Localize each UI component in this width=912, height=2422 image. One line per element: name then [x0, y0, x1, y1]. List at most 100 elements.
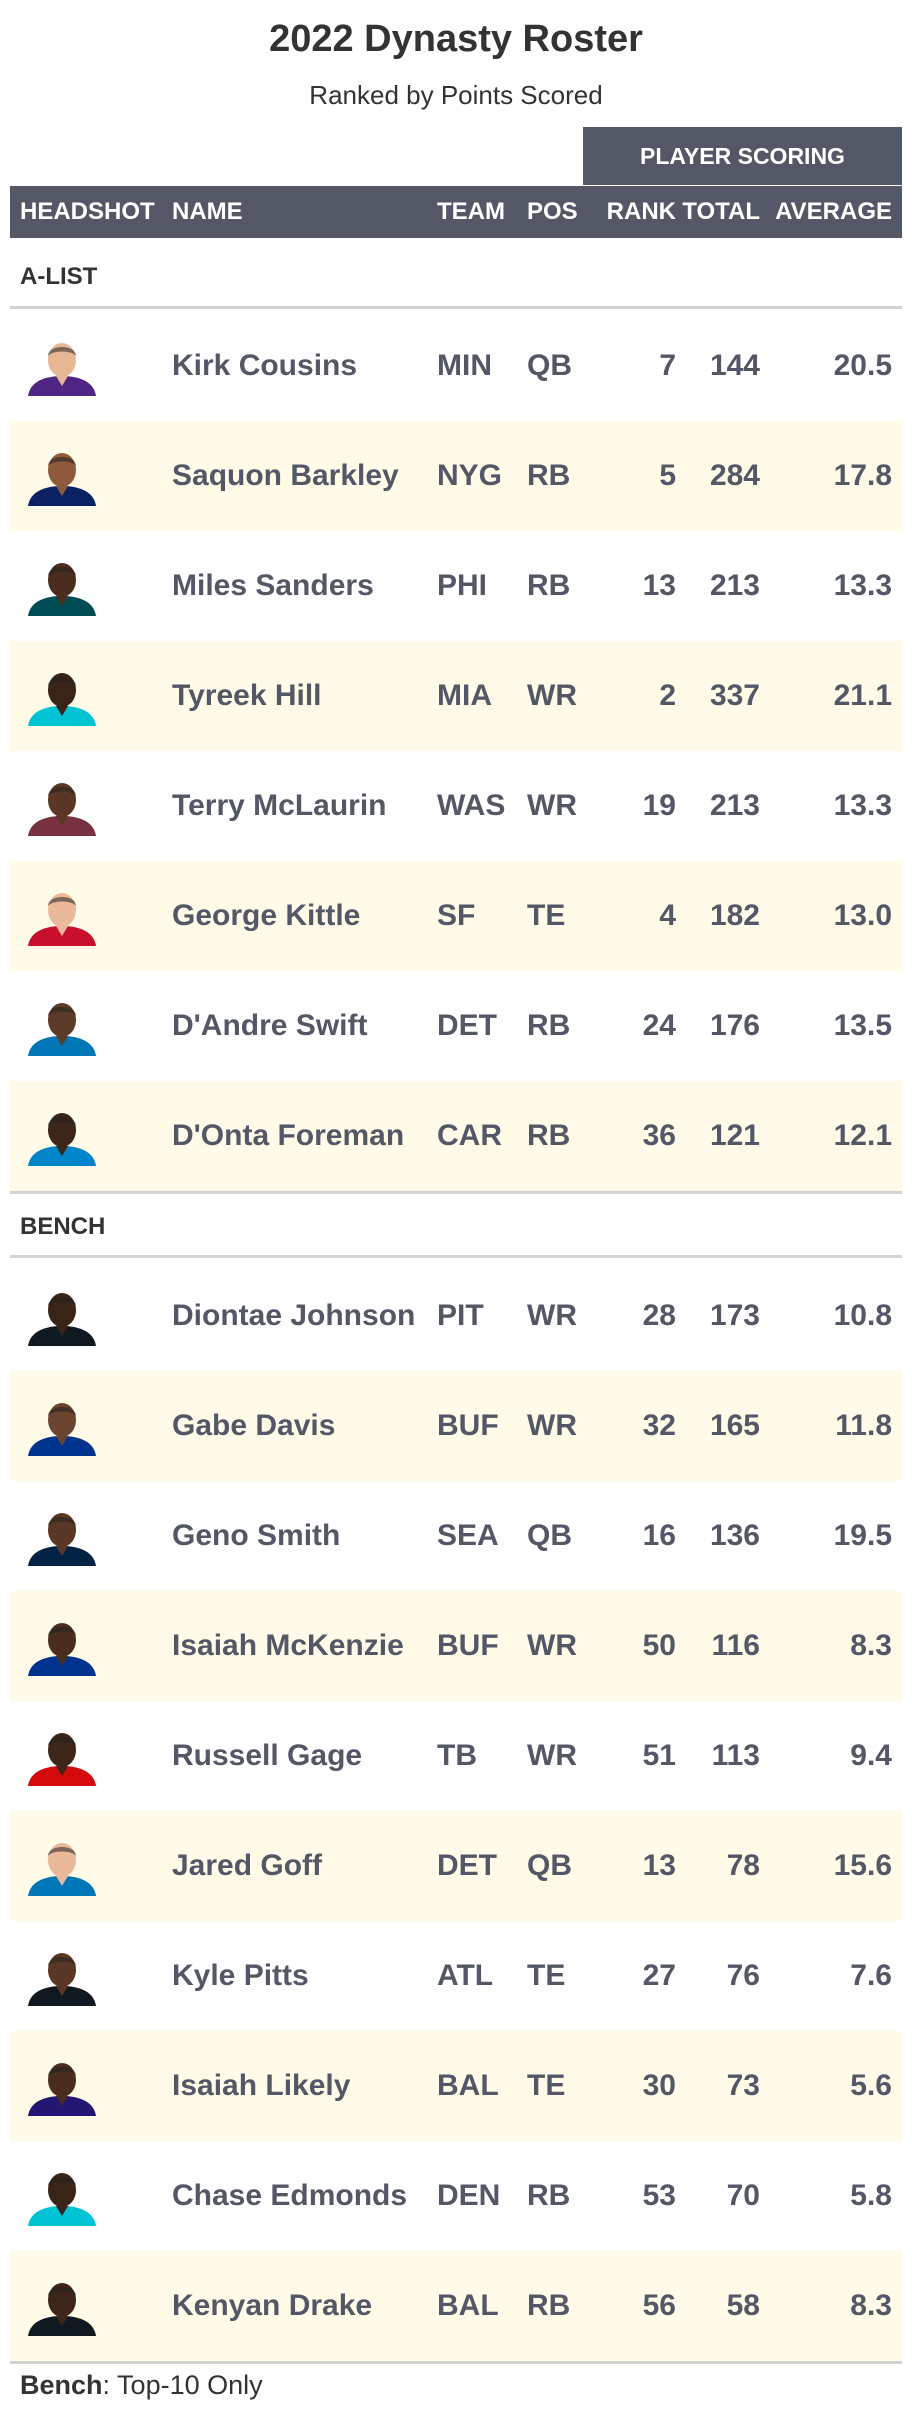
- player-rank: 2: [659, 679, 676, 712]
- table-row: Gabe Davis BUF WR 32 165 11.8: [10, 1371, 902, 1481]
- player-headshot: [26, 888, 98, 946]
- player-average: 13.0: [833, 899, 892, 932]
- table-row: Kirk Cousins MIN QB 7 144 20.5: [10, 311, 902, 421]
- player-average: 12.1: [833, 1119, 892, 1152]
- player-headshot: [26, 2058, 98, 2116]
- table-row: Diontae Johnson PIT WR 28 173 10.8: [10, 1261, 902, 1371]
- player-headshot: [26, 448, 98, 506]
- player-name: Jared Goff: [172, 1849, 323, 1882]
- player-average: 13.3: [833, 789, 892, 822]
- player-total: 165: [709, 1409, 760, 1442]
- column-header-pos: POS: [527, 198, 578, 225]
- player-rank: 28: [642, 1299, 676, 1332]
- footnote-bold: Bench: [20, 2370, 103, 2400]
- player-average: 17.8: [833, 459, 892, 492]
- player-rank: 19: [642, 789, 676, 822]
- player-team: PIT: [437, 1299, 484, 1332]
- player-rank: 4: [659, 899, 676, 932]
- player-name: Kyle Pitts: [172, 1959, 309, 1992]
- player-position: QB: [527, 1519, 572, 1552]
- player-headshot: [26, 1838, 98, 1896]
- player-rank: 27: [642, 1959, 676, 1992]
- player-name: Isaiah Likely: [172, 2069, 351, 2102]
- player-team: WAS: [437, 789, 506, 822]
- player-team: BAL: [437, 2289, 499, 2322]
- player-total: 70: [726, 2179, 760, 2212]
- player-position: TE: [527, 899, 566, 932]
- column-header-total: TOTAL: [682, 198, 760, 225]
- player-name: Isaiah McKenzie: [172, 1629, 404, 1662]
- player-total: 121: [709, 1119, 760, 1152]
- player-team: NYG: [437, 459, 503, 492]
- table-row: Geno Smith SEA QB 16 136 19.5: [10, 1481, 902, 1591]
- table-row: Kenyan Drake BAL RB 56 58 8.3: [10, 2251, 902, 2361]
- table-row: Isaiah McKenzie BUF WR 50 116 8.3: [10, 1591, 902, 1701]
- group-heading: A-LIST: [10, 247, 902, 307]
- player-name: Terry McLaurin: [172, 789, 387, 822]
- player-total: 284: [709, 459, 760, 492]
- player-average: 10.8: [833, 1299, 892, 1332]
- player-rank: 13: [642, 1849, 676, 1882]
- player-total: 113: [711, 1739, 760, 1772]
- player-headshot: [26, 2278, 98, 2336]
- player-team: SEA: [437, 1519, 499, 1552]
- table-row: Russell Gage TB WR 51 113 9.4: [10, 1701, 902, 1811]
- player-average: 5.6: [850, 2069, 892, 2102]
- player-total: 182: [709, 899, 760, 932]
- player-position: WR: [527, 1739, 577, 1772]
- player-team: ATL: [437, 1959, 494, 1992]
- player-total: 176: [709, 1009, 760, 1042]
- player-name: Tyreek Hill: [172, 679, 322, 712]
- player-headshot: [26, 778, 98, 836]
- player-team: PHI: [437, 569, 488, 602]
- player-headshot: [26, 1108, 98, 1166]
- table-row: George Kittle SF TE 4 182 13.0: [10, 861, 902, 971]
- player-rank: 7: [659, 349, 676, 382]
- player-position: TE: [527, 2069, 566, 2102]
- player-average: 13.3: [833, 569, 892, 602]
- player-position: RB: [527, 1119, 571, 1152]
- player-average: 7.6: [850, 1959, 892, 1992]
- table-row: Saquon Barkley NYG RB 5 284 17.8: [10, 421, 902, 531]
- player-team: MIA: [437, 679, 492, 712]
- player-total: 58: [726, 2289, 760, 2322]
- player-rank: 36: [642, 1119, 676, 1152]
- table-row: D'Andre Swift DET RB 24 176 13.5: [10, 971, 902, 1081]
- player-name: Kirk Cousins: [172, 349, 358, 382]
- column-header-rank: RANK: [606, 198, 676, 225]
- player-average: 13.5: [833, 1009, 892, 1042]
- player-rank: 56: [642, 2289, 676, 2322]
- column-spanner-player-scoring: PLAYER SCORING: [583, 127, 902, 185]
- player-average: 8.3: [850, 2289, 892, 2322]
- player-position: RB: [527, 1009, 571, 1042]
- player-average: 5.8: [850, 2179, 892, 2212]
- player-position: WR: [527, 1629, 577, 1662]
- player-headshot: [26, 1508, 98, 1566]
- player-position: RB: [527, 569, 571, 602]
- player-team: CAR: [437, 1119, 502, 1152]
- player-total: 116: [711, 1629, 760, 1662]
- page-title: 2022 Dynasty Roster: [269, 18, 643, 60]
- footnote-text: : Top-10 Only: [102, 2370, 263, 2400]
- group-divider: [10, 306, 902, 309]
- column-header-name: NAME: [172, 198, 243, 225]
- group-divider: [10, 1255, 902, 1258]
- player-name: Gabe Davis: [172, 1409, 336, 1442]
- player-rank: 32: [642, 1409, 676, 1442]
- player-name: D'Onta Foreman: [172, 1119, 405, 1152]
- player-team: BAL: [437, 2069, 499, 2102]
- player-rank: 53: [642, 2179, 676, 2212]
- player-headshot: [26, 668, 98, 726]
- table-row: Tyreek Hill MIA WR 2 337 21.1: [10, 641, 902, 751]
- group-bottom-divider: [10, 2361, 902, 2364]
- player-headshot: [26, 1618, 98, 1676]
- player-name: Chase Edmonds: [172, 2179, 408, 2212]
- player-total: 337: [709, 679, 760, 712]
- player-team: DET: [437, 1849, 497, 1882]
- player-position: RB: [527, 459, 571, 492]
- player-total: 78: [726, 1849, 760, 1882]
- player-team: BUF: [437, 1629, 499, 1662]
- player-average: 21.1: [833, 679, 892, 712]
- player-position: QB: [527, 349, 572, 382]
- player-average: 19.5: [833, 1519, 892, 1552]
